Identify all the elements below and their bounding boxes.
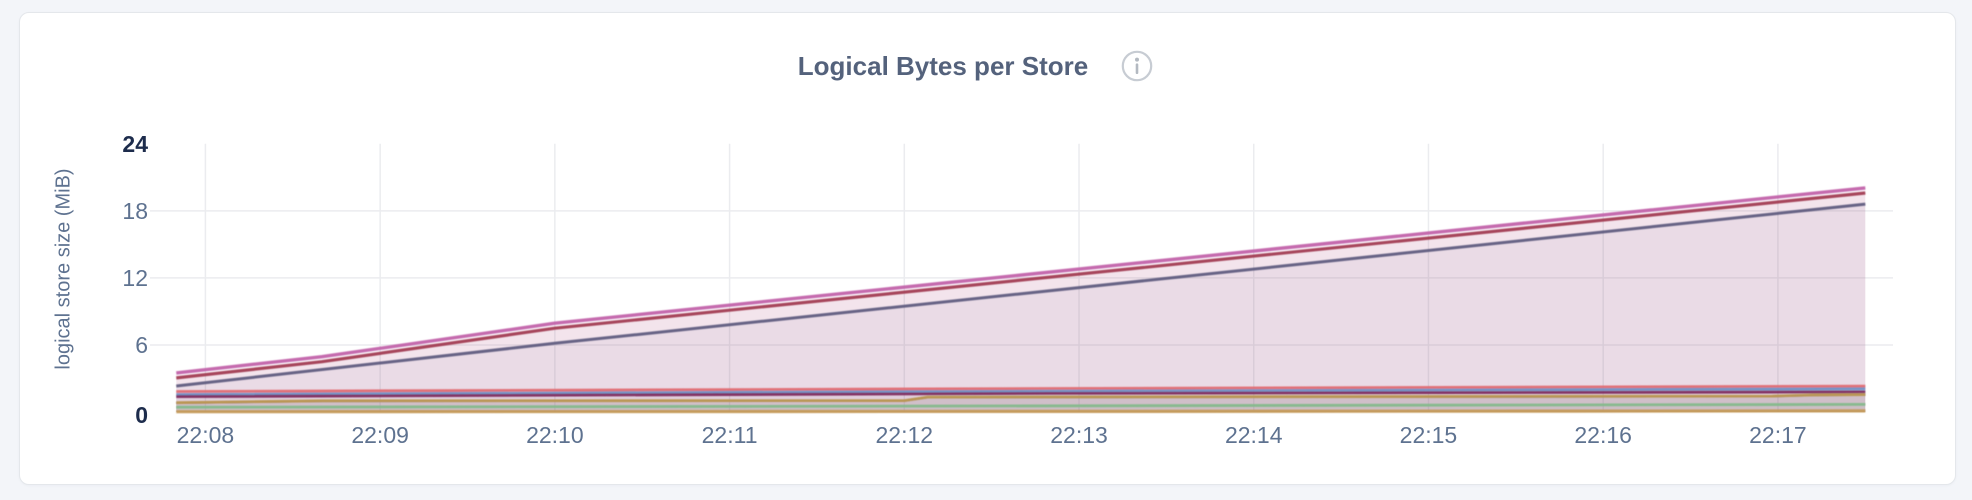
- series-line-s6: [176, 390, 1866, 398]
- x-tick-label: 22:08: [177, 422, 235, 448]
- series-areas: [176, 187, 1866, 412]
- gridlines: [150, 143, 1893, 412]
- y-tick-label: 18: [122, 198, 148, 224]
- chart-header: Logical Bytes per Store: [7, 50, 1944, 82]
- series-line-s3: [176, 202, 1866, 388]
- series-line-s1: [176, 186, 1866, 375]
- y-tick-label: 24: [122, 131, 148, 157]
- y-tick-label: 0: [135, 402, 148, 428]
- series-line-s2: [176, 191, 1866, 380]
- y-tick-label: 6: [135, 332, 148, 358]
- series-line-s4: [176, 384, 1866, 393]
- x-tick-label: 22:10: [526, 422, 584, 448]
- x-tick-label: 22:09: [351, 422, 409, 448]
- axis-labels: 0 6 12 18 24 22:08 22:09 22:10 22:11 22:12 22:13 22…: [122, 131, 1806, 448]
- chart-title: Logical Bytes per Store: [797, 50, 1089, 81]
- x-tick-label: 22:14: [1225, 422, 1283, 448]
- x-tick-label: 22:15: [1400, 422, 1458, 448]
- x-tick-label: 22:12: [876, 422, 934, 448]
- series-line-s10: [176, 409, 1866, 414]
- x-tick-label: 22:13: [1050, 422, 1108, 448]
- x-tick-label: 22:11: [702, 422, 758, 448]
- series-area-s1: [176, 187, 1866, 412]
- series-lines: [176, 186, 1866, 414]
- series-area-s3: [176, 204, 1866, 412]
- series-line-s5: [176, 387, 1866, 396]
- x-tick-label: 22:16: [1574, 422, 1632, 448]
- series-line-s8: [176, 393, 1866, 405]
- x-tick-label: 22:17: [1749, 422, 1807, 448]
- y-tick-label: 12: [122, 265, 148, 291]
- series-line-s9: [176, 403, 1866, 409]
- info-icon[interactable]: [1121, 50, 1153, 82]
